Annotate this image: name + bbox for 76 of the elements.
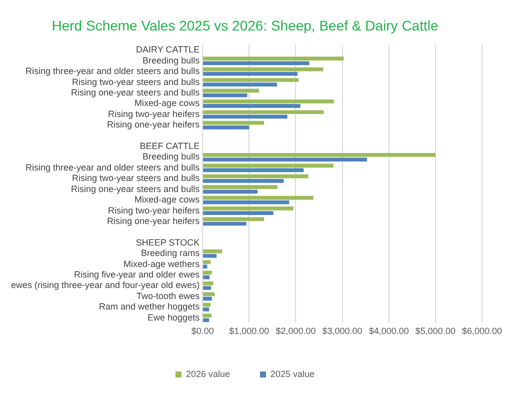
bar <box>203 158 367 162</box>
y-tick-label: Rising three-year and older steers and bulls <box>25 66 200 76</box>
bar <box>203 125 250 130</box>
bar <box>203 190 258 194</box>
bar <box>203 120 264 125</box>
bar <box>203 72 298 76</box>
bar <box>203 254 217 258</box>
bar <box>203 282 214 286</box>
bar <box>203 114 288 119</box>
bar <box>203 270 212 275</box>
x-tick-label: $2,000.00 <box>276 326 316 336</box>
y-tick-label: Rising two-year heifers <box>108 205 200 216</box>
bar <box>203 168 304 172</box>
y-tick-label: DAIRY CATTLE <box>136 44 200 55</box>
bar <box>203 275 210 280</box>
bar <box>203 61 310 66</box>
bar <box>203 264 208 269</box>
y-tick-label: Mixed-age cows <box>134 194 200 205</box>
bar <box>203 164 334 168</box>
bar <box>203 196 314 200</box>
y-tick-label: Breeding bulls <box>142 55 200 66</box>
y-tick-label: Ewe hoggets <box>148 312 200 322</box>
y-tick-label: BEEF CATTLE <box>140 141 200 152</box>
y-tick-label: Mixed-age wethers <box>124 258 200 269</box>
y-tick-label: Breeding bulls <box>142 152 200 162</box>
bar <box>203 174 308 178</box>
bar <box>203 185 278 190</box>
bar <box>203 318 210 322</box>
y-tick-label: Rising one-year steers and bulls <box>71 87 200 98</box>
bar <box>203 153 436 157</box>
y-tick-label: Breeding rams <box>141 248 200 258</box>
bar <box>203 99 334 104</box>
bar <box>203 286 211 290</box>
legend-label: 2025 value <box>270 368 315 379</box>
bar <box>203 200 290 204</box>
x-tick-label: $5,000.00 <box>415 326 456 336</box>
bar <box>203 314 212 318</box>
bar <box>203 307 210 312</box>
bar <box>203 206 294 210</box>
y-tick-label: Rising one-year heifers <box>107 120 200 130</box>
y-tick-label: Ram and wether hoggets <box>99 302 200 312</box>
y-tick-label: Rising one-year steers and bulls <box>71 184 200 194</box>
x-tick-label: $1,000.00 <box>229 326 270 336</box>
y-tick-label: ewes (rising three-year and four-year old ewes) <box>10 280 200 290</box>
x-tick-label: $6,000.00 <box>462 326 502 336</box>
bar <box>203 211 274 215</box>
bar <box>203 292 215 296</box>
bar <box>203 302 210 307</box>
bar <box>203 260 210 264</box>
y-tick-label: Rising three-year and older steers and bulls <box>25 162 200 172</box>
x-tick-label: $4,000.00 <box>368 326 409 336</box>
bar <box>203 296 212 301</box>
bar <box>203 104 300 108</box>
bar <box>203 178 284 183</box>
y-tick-label: Mixed-age cows <box>134 98 200 108</box>
bar <box>203 88 259 93</box>
y-tick-label: Rising one-year heifers <box>107 216 200 226</box>
y-tick-label: SHEEP STOCK <box>136 237 200 248</box>
bar <box>203 110 324 114</box>
bar <box>203 67 324 72</box>
y-tick-label: Rising two-year steers and bulls <box>72 76 200 87</box>
bar <box>203 222 246 226</box>
x-tick-label: $0.00 <box>191 326 214 336</box>
x-tick-label: $3,000.00 <box>322 326 362 336</box>
y-tick-label: Two-tooth ewes <box>136 290 200 301</box>
bar <box>203 249 222 254</box>
bar <box>203 93 248 98</box>
y-tick-label: Rising two-year heifers <box>108 108 200 119</box>
chart-title: Herd Scheme Vales 2025 vs 2026: Sheep, Beef & Dairy Cattle <box>52 17 438 34</box>
legend-label: 2026 value <box>186 368 230 379</box>
bar <box>203 78 299 82</box>
bar <box>203 217 264 222</box>
bar <box>203 56 344 61</box>
y-tick-label: Rising five-year and older ewes <box>74 270 200 280</box>
bar <box>203 82 278 86</box>
y-tick-label: Rising two-year steers and bulls <box>72 173 200 184</box>
